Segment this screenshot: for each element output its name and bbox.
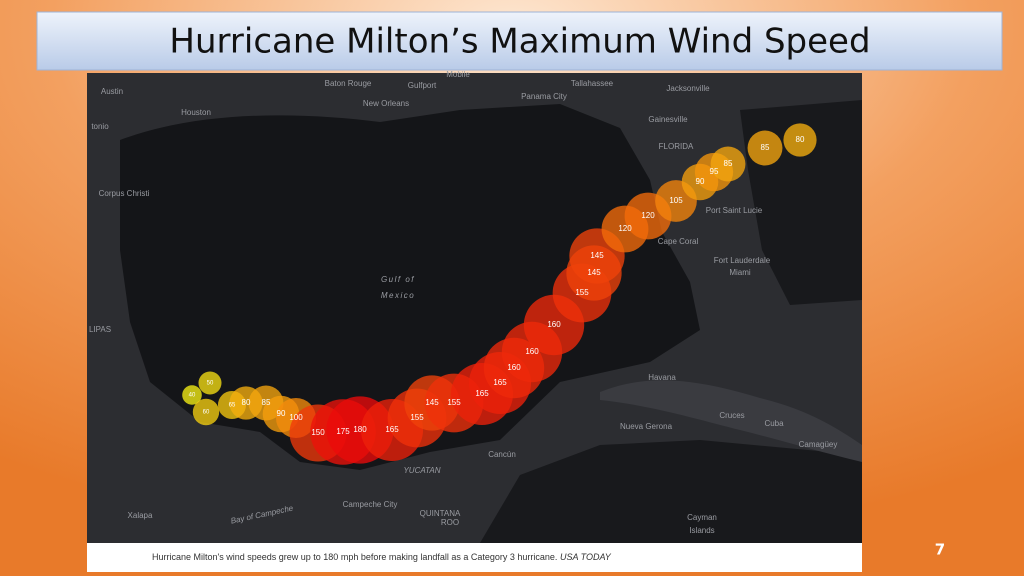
place-label: Campeche City bbox=[343, 500, 398, 509]
caption: Hurricane Milton's wind speeds grew up t… bbox=[152, 552, 612, 562]
wind-label: 160 bbox=[547, 320, 561, 329]
gulf-water bbox=[120, 104, 700, 470]
wind-label: 100 bbox=[289, 413, 303, 422]
place-label: Mobile bbox=[446, 70, 470, 79]
wind-label: 145 bbox=[425, 398, 439, 407]
place-label: Austin bbox=[101, 87, 123, 96]
place-label: Miami bbox=[729, 268, 751, 277]
place-label: Mexico bbox=[381, 291, 415, 300]
place-label: Gulf of bbox=[381, 275, 415, 284]
place-label: Port Saint Lucie bbox=[706, 206, 763, 215]
wind-label: 80 bbox=[796, 135, 805, 144]
wind-bubble bbox=[198, 371, 222, 395]
place-label: Xalapa bbox=[128, 511, 153, 520]
wind-label: 160 bbox=[525, 347, 539, 356]
caption-text: Hurricane Milton's wind speeds grew up t… bbox=[152, 552, 557, 562]
wind-bubble bbox=[182, 385, 202, 405]
title-bar bbox=[36, 11, 1003, 71]
place-label: ROO bbox=[441, 518, 459, 527]
place-label: Camagüey bbox=[799, 440, 838, 449]
place-label: Panama City bbox=[521, 92, 567, 101]
slide-title: Hurricane Milton’s Maximum Wind Speed bbox=[169, 22, 870, 62]
wind-label: 155 bbox=[447, 398, 461, 407]
place-label: Cruces bbox=[719, 411, 744, 420]
place-label: Gainesville bbox=[648, 115, 688, 124]
wind-label: 80 bbox=[242, 398, 251, 407]
wind-label: 95 bbox=[710, 167, 719, 176]
wind-label: 60 bbox=[203, 410, 210, 416]
wind-label: 65 bbox=[229, 403, 236, 409]
wind-label: 105 bbox=[669, 196, 683, 205]
wind-label: 160 bbox=[507, 363, 521, 372]
caption-source: USA TODAY bbox=[560, 552, 612, 562]
cuba-land bbox=[600, 380, 862, 462]
wind-label: 165 bbox=[475, 389, 489, 398]
place-label: Houston bbox=[181, 108, 211, 117]
wind-label: 90 bbox=[277, 409, 286, 418]
place-label: Cancún bbox=[488, 450, 516, 459]
place-label: Baton Rouge bbox=[325, 79, 372, 88]
wind-label: 145 bbox=[590, 251, 604, 260]
wind-label: 175 bbox=[336, 427, 350, 436]
place-label: New Orleans bbox=[363, 99, 409, 108]
wind-label: 85 bbox=[262, 398, 271, 407]
wind-label: 145 bbox=[587, 268, 601, 277]
wind-label: 155 bbox=[575, 288, 589, 297]
wind-label: 165 bbox=[493, 378, 507, 387]
place-label: Islands bbox=[689, 526, 714, 535]
wind-bubble bbox=[192, 398, 220, 426]
place-label: Nueva Gerona bbox=[620, 422, 673, 431]
place-label: Cayman bbox=[687, 513, 717, 522]
wind-label: 50 bbox=[207, 381, 214, 387]
wind-label: 155 bbox=[410, 413, 424, 422]
wind-label: 120 bbox=[618, 224, 632, 233]
caption-strip bbox=[87, 543, 862, 572]
wind-label: 180 bbox=[353, 425, 367, 434]
wind-label: 85 bbox=[724, 159, 733, 168]
place-label: Tallahassee bbox=[571, 79, 614, 88]
wind-label: 165 bbox=[385, 425, 399, 434]
wind-label: 40 bbox=[189, 393, 196, 399]
place-label: Jacksonville bbox=[666, 84, 710, 93]
place-label: LIPAS bbox=[89, 325, 111, 334]
page-number: 7 bbox=[935, 541, 945, 559]
place-label: Cuba bbox=[764, 419, 784, 428]
place-label: Fort Lauderdale bbox=[714, 256, 771, 265]
place-label: Cape Coral bbox=[658, 237, 699, 246]
wind-bubble bbox=[783, 123, 817, 157]
wind-label: 120 bbox=[641, 211, 655, 220]
place-label: Gulfport bbox=[408, 81, 437, 90]
map: Austin Baton Rouge Gulfport Mobile Tallahass… bbox=[87, 70, 862, 572]
place-label: YUCATAN bbox=[403, 466, 440, 475]
place-label: QUINTANA bbox=[420, 509, 461, 518]
place-label: FLORIDA bbox=[659, 142, 694, 151]
place-label: Corpus Christi bbox=[99, 189, 150, 198]
wind-bubble bbox=[710, 146, 746, 182]
place-label: tonio bbox=[91, 122, 109, 131]
wind-label: 150 bbox=[311, 428, 325, 437]
wind-label: 90 bbox=[696, 177, 705, 186]
wind-bubble bbox=[747, 130, 783, 166]
caribbean-water bbox=[480, 440, 862, 543]
place-label: Havana bbox=[648, 373, 676, 382]
wind-label: 85 bbox=[761, 143, 770, 152]
